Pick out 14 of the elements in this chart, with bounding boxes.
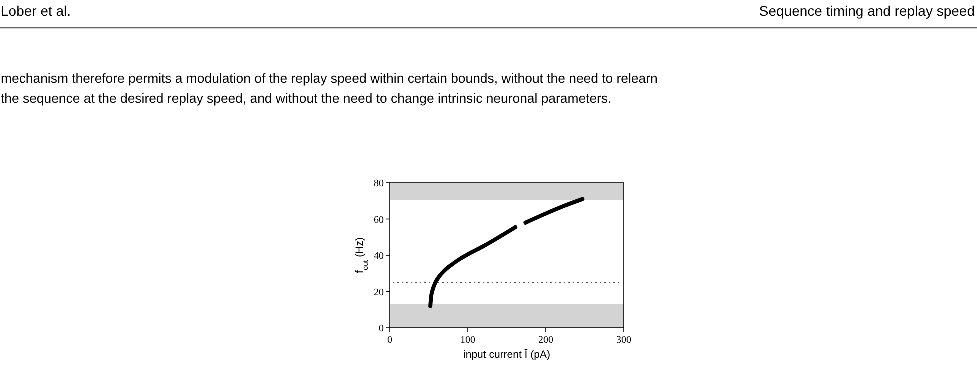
- text: Lober et al.: [1, 3, 72, 19]
- y-tick-label: 40: [374, 251, 384, 262]
- text: mechanism therefore permits a modulation of the replay speed within certain bounds, without the need to relearn: [1, 71, 658, 86]
- x-axis-title: input current Ī (pA): [464, 349, 550, 361]
- x-tick-label: 100: [460, 335, 476, 346]
- y-tick-label: 60: [374, 214, 384, 226]
- text: the sequence at the desired replay speed, and without the need to change intrinsic neuronal parameters.: [1, 91, 612, 106]
- y-tick-label: 80: [374, 178, 384, 190]
- y-tick-label: 20: [374, 287, 384, 298]
- text: Sequence timing and replay speed: [759, 3, 975, 19]
- x-tick-label: 0: [388, 335, 392, 346]
- x-tick-label: 200: [538, 335, 554, 346]
- x-tick-label: 300: [616, 335, 632, 346]
- y-tick-label: 0: [379, 324, 384, 334]
